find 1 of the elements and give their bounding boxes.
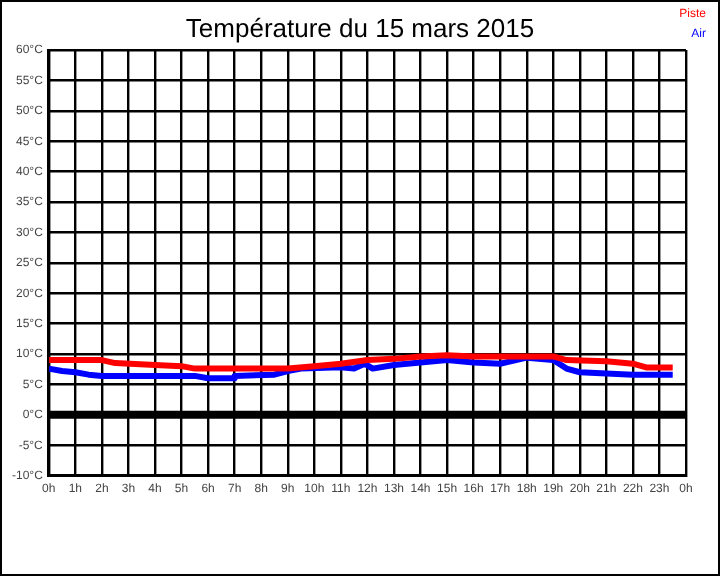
chart-title: Température du 15 mars 2015 [185, 13, 535, 44]
